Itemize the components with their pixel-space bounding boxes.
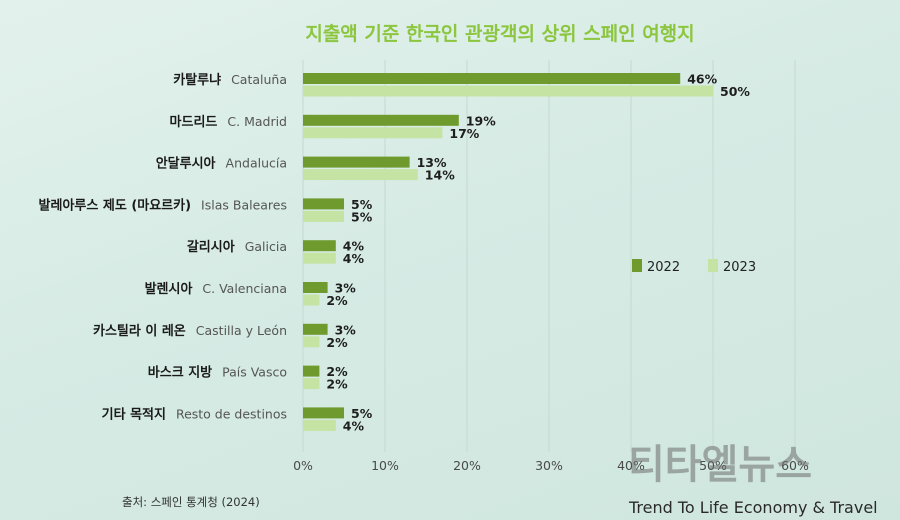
x-tick-label: 0% — [293, 458, 313, 473]
category-label: 카스틸라 이 레온 Castilla y León — [93, 323, 287, 339]
legend-label-2023: 2023 — [723, 260, 756, 275]
category-label: 발레아루스 제도 (마요르카) Islas Baleares — [39, 197, 287, 213]
bar-2022 — [303, 407, 344, 419]
data-label-2022: 4% — [343, 239, 365, 254]
data-label-2023: 17% — [449, 126, 479, 141]
category-label-es: C. Madrid — [227, 114, 287, 129]
data-label-2022: 46% — [687, 72, 717, 87]
bar-2022 — [303, 282, 328, 293]
bar-2023 — [303, 85, 713, 97]
bar-2023 — [303, 252, 336, 264]
category-label-ko: 카탈루냐 — [173, 72, 221, 88]
data-label-2022: 5% — [351, 197, 373, 212]
category-label: 카탈루냐 Cataluña — [173, 72, 287, 88]
category-label: 바스크 지방 País Vasco — [148, 365, 287, 381]
data-label-2023: 4% — [343, 418, 365, 433]
data-label-2022: 3% — [335, 322, 357, 337]
bar-2023 — [303, 127, 443, 139]
category-label: 갈리시아 Galicia — [187, 239, 287, 255]
category-label: 마드리드 C. Madrid — [170, 114, 287, 130]
x-tick-label: 50% — [699, 458, 727, 473]
data-label-2022: 13% — [417, 155, 447, 170]
category-label-ko: 갈리시아 — [187, 239, 235, 255]
svg-text:발레아루스 제도 (마요르카)Islas Baleares: 발레아루스 제도 (마요르카) Islas Baleares — [39, 197, 287, 213]
bar-2022 — [303, 156, 410, 168]
legend-swatch-2023 — [708, 259, 718, 272]
category-label-ko: 기타 목적지 — [102, 406, 166, 422]
data-label-2023: 2% — [326, 377, 348, 392]
bar-2022 — [303, 365, 320, 377]
bar-2022 — [303, 198, 344, 210]
bar-2022 — [303, 114, 459, 126]
data-label-2023: 2% — [326, 335, 348, 350]
legend-label-2022: 2022 — [647, 260, 680, 275]
category-label: 발렌시아 C. Valenciana — [145, 281, 287, 297]
data-label-2023: 50% — [720, 84, 750, 99]
data-label-2023: 4% — [343, 251, 365, 266]
bar-2023 — [303, 419, 336, 431]
category-label-ko: 마드리드 — [170, 114, 218, 130]
category-label-es: Castilla y León — [196, 323, 287, 338]
chart-title: 지출액 기준 한국인 관광객의 상위 스페인 여행지 — [305, 23, 694, 45]
data-label-2023: 14% — [425, 168, 455, 183]
bar-2022 — [303, 73, 681, 84]
data-label-2022: 3% — [335, 281, 357, 296]
bar-2022 — [303, 323, 328, 335]
bar-2023 — [303, 294, 320, 306]
bar-2023 — [303, 169, 418, 181]
bars: 46%50%19%17%13%14%5%5%4%4%3%2%3%2%2%2%5%… — [303, 72, 750, 433]
x-axis-ticks: 0% 10% 20% 30% 40% 50% 60% — [293, 458, 809, 473]
x-tick-label: 20% — [453, 458, 481, 473]
data-label-2022: 19% — [466, 113, 496, 128]
data-label-2022: 2% — [326, 364, 348, 379]
category-label-es: C. Valenciana — [202, 281, 287, 296]
watermark-tagline: Trend To Life Economy & Travel — [628, 498, 878, 517]
category-label-ko: 카스틸라 이 레온 — [93, 323, 186, 339]
bar-2023 — [303, 336, 320, 348]
category-label-ko: 발렌시아 — [145, 281, 193, 297]
bar-2023 — [303, 378, 320, 390]
category-label-es: País Vasco — [222, 365, 287, 380]
x-tick-label: 60% — [781, 458, 809, 473]
source-note: 출처: 스페인 통계청 (2024) — [122, 495, 260, 509]
x-tick-label: 10% — [371, 458, 399, 473]
category-label-es: Andalucía — [226, 156, 287, 171]
data-label-2022: 5% — [351, 406, 373, 421]
watermark-logo: 티타엘뉴스 — [628, 442, 812, 488]
x-tick-label: 40% — [617, 458, 645, 473]
x-tick-label: 30% — [535, 458, 563, 473]
category-label: 안달루시아 Andalucía — [156, 156, 287, 172]
category-label-es: Galicia — [245, 239, 287, 254]
legend-swatch-2022 — [632, 259, 642, 272]
category-label-ko: 안달루시아 — [156, 156, 216, 172]
data-label-2023: 2% — [326, 293, 348, 308]
category-label: 기타 목적지 Resto de destinos — [102, 406, 287, 422]
category-labels: 카탈루냐 Cataluña 마드리드 C. Madrid 안달루시아 Andalucía 발… — [39, 72, 287, 422]
category-label-ko: 바스크 지방 — [148, 365, 212, 381]
category-label-es: Islas Baleares — [201, 197, 287, 212]
category-label-es: Cataluña — [231, 72, 287, 87]
bar-2022 — [303, 240, 336, 252]
data-label-2023: 5% — [351, 209, 373, 224]
legend: 2022 2023 — [632, 259, 756, 275]
category-label-es: Resto de destinos — [176, 406, 287, 421]
bar-2023 — [303, 210, 344, 222]
category-label-ko: 발레아루스 제도 (마요르카) — [39, 197, 192, 213]
